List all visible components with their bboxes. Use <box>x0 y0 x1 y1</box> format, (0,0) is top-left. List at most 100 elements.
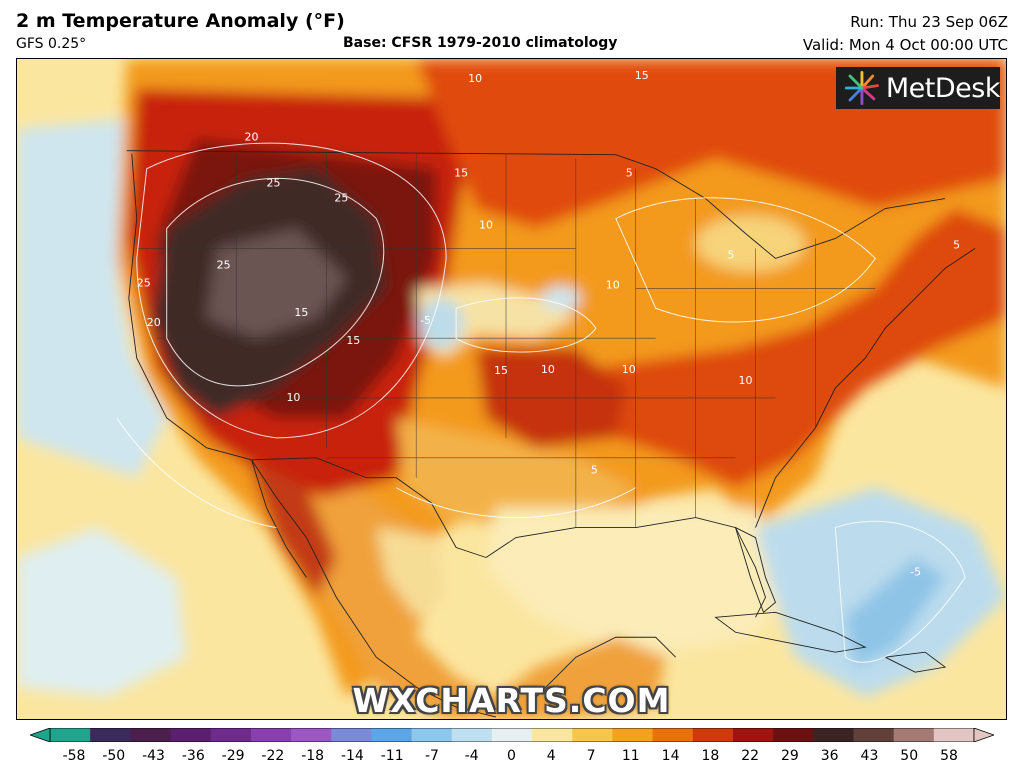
colorbar-tick-label: 29 <box>780 748 799 764</box>
colorbar-cell <box>933 728 975 742</box>
colorbar-cell <box>90 728 131 742</box>
colorbar-tick-label: -18 <box>301 748 325 764</box>
colorbar-tick-label: 7 <box>586 748 596 764</box>
metdesk-starburst-icon <box>844 71 879 105</box>
contour-label: 20 <box>245 131 259 144</box>
contour-label: 10 <box>479 218 493 231</box>
colorbar-cell <box>612 728 654 742</box>
colorbar-tick-label: -29 <box>221 748 245 764</box>
baja-warm <box>246 457 337 598</box>
colorbar-tick-label: -36 <box>181 748 205 764</box>
contour-label: 5 <box>728 248 735 261</box>
contour-label: 25 <box>334 192 348 205</box>
colorbar-cell <box>170 728 212 742</box>
gulf-neutral <box>486 507 796 658</box>
yucatan-coast <box>535 636 676 698</box>
contour-label: -5 <box>910 565 921 578</box>
colorbar-tick-label: 36 <box>820 748 839 764</box>
colorbar-cell <box>773 728 814 742</box>
contour-label-layer: 20 25 25 25 25 20 15 15 15 15 10 10 10 1… <box>137 69 960 578</box>
contour-label: 25 <box>137 276 151 289</box>
contour-label: -5 <box>420 314 431 327</box>
contour-label: 10 <box>468 72 482 85</box>
map-canvas: 20 25 25 25 25 20 15 15 15 15 10 10 10 1… <box>17 59 1006 719</box>
us-west-coast <box>128 153 252 461</box>
colorado-cold-spot <box>419 298 464 349</box>
colorbar-cell <box>813 728 854 742</box>
colorbar-cell <box>732 728 774 742</box>
contour-label: 10 <box>286 391 300 404</box>
colorbar-cell <box>130 728 172 742</box>
cuba-outline <box>714 611 867 653</box>
colorbar-cell <box>572 728 613 742</box>
gulf-coast <box>485 517 766 618</box>
colorbar-tick-label: -4 <box>464 748 479 764</box>
colorbar-tick-label: 22 <box>741 748 760 764</box>
colorbar-cell <box>250 728 292 742</box>
contour-label: 5 <box>953 238 960 251</box>
contour-label: 15 <box>294 306 308 319</box>
colorbar-tick-label: 11 <box>621 748 640 764</box>
contour-label: 15 <box>494 364 508 377</box>
contour-label: 10 <box>541 363 555 376</box>
colorbar-cell <box>652 728 694 742</box>
baja-peninsula <box>251 459 307 578</box>
hot-region-east <box>595 208 1006 488</box>
nebraska-cold-spot <box>540 286 581 311</box>
contour-label: 5 <box>626 167 633 180</box>
contour-label: 10 <box>622 363 636 376</box>
contour-label: 10 <box>606 278 620 291</box>
contour-label: 5 <box>591 464 598 477</box>
anomaly-map[interactable]: 20 25 25 25 25 20 15 15 15 15 10 10 10 1… <box>16 58 1007 720</box>
pacific-cold-region-south <box>17 527 187 698</box>
contour-label: 10 <box>739 374 753 387</box>
colorbar-tick-label: 14 <box>661 748 680 764</box>
chart-title: 2 m Temperature Anomaly (°F) <box>16 10 345 32</box>
wxcharts-watermark: WXCHARTS.COM <box>352 681 671 720</box>
colorbar-tick-label: -50 <box>102 748 126 764</box>
colorbar-cell <box>331 728 372 742</box>
contour-label: 15 <box>635 69 649 82</box>
mexico-west-coast <box>251 459 497 718</box>
hispaniola-outline <box>883 651 947 673</box>
contour-label: 15 <box>346 334 360 347</box>
colorbar-tick-label: 18 <box>701 748 720 764</box>
contour-label: 20 <box>147 316 161 329</box>
contour-label: 25 <box>217 258 231 271</box>
east-coast <box>755 248 976 528</box>
contour-label: 15 <box>454 167 468 180</box>
colorbar-tick-label: 50 <box>900 748 919 764</box>
colorbar-ticks: -58 -50 -43 -36 -29 -22 -18 -14 -11 -7 -4 0 4 7 11 14 18… <box>0 748 1024 768</box>
colorbar-cell <box>692 728 734 742</box>
us-mexico-border <box>251 457 487 558</box>
colorbar-cell <box>411 728 453 742</box>
colorbar-tick-label: -58 <box>62 748 86 764</box>
colorbar-tick-label: -22 <box>261 748 285 764</box>
caribbean-cold-core <box>845 557 946 668</box>
colorbar-cell <box>893 728 935 742</box>
colorbar-tick-label: 0 <box>507 748 516 764</box>
great-lakes-neutral <box>695 215 806 272</box>
colorbar-cell <box>210 728 252 742</box>
colorbar-cells <box>49 728 975 742</box>
colorbar-tick-label: -14 <box>340 748 364 764</box>
colorbar-cell <box>853 728 895 742</box>
colorbar-right-arrow <box>973 728 994 742</box>
valid-time-label: Valid: Mon 4 Oct 00:00 UTC <box>802 36 1008 54</box>
extreme-core <box>206 228 347 339</box>
climatology-base-label: Base: CFSR 1979-2010 climatology <box>343 35 618 51</box>
metdesk-logo: MetDesk <box>836 67 1001 109</box>
borders <box>126 150 976 718</box>
colorbar-cell <box>491 728 533 742</box>
colorbar <box>30 728 994 742</box>
contour-label: 25 <box>266 177 280 190</box>
florida-outline <box>734 526 777 614</box>
metdesk-brand-name: MetDesk <box>885 72 1001 104</box>
colorbar-left-arrow <box>30 728 51 742</box>
colorbar-tick-label: -43 <box>142 748 165 764</box>
colorbar-tick-label: 58 <box>940 748 958 764</box>
colorbar-tick-label: -7 <box>424 748 439 764</box>
mexico-neutral-patch <box>376 527 447 618</box>
colorbar-cell <box>371 728 413 742</box>
colorbar-tick-label: 43 <box>860 748 879 764</box>
